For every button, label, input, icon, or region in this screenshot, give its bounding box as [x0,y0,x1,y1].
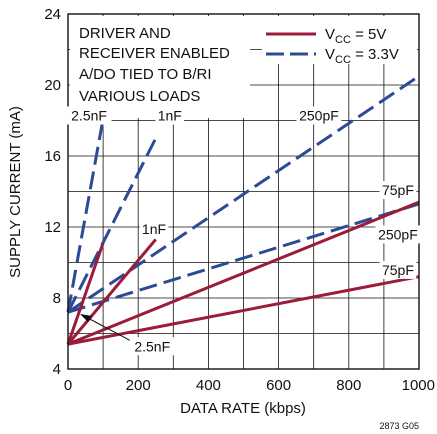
curve-annotation: 250pF [299,108,339,124]
curve-annotation: 2.5nF [134,338,170,354]
series-line-3p3v-2p5nf [66,118,105,313]
figure-code: 2873 G05 [379,421,419,431]
legend-5v-sub: CC [335,34,351,46]
curve-annotation: 1nF [142,221,166,237]
legend-3v3-base: V [325,46,335,63]
legend-3v3-rest: = 3.3V [351,46,399,63]
annotation-background [379,260,417,279]
series-line-5v-250pf [67,200,420,346]
series-line-5v-75pf [67,275,420,346]
legend-5v-base: V [325,26,335,43]
legend-3v3-sub: CC [335,54,351,66]
x-tick-label: 600 [266,377,291,394]
series-line-3p3v-1nf [66,137,158,313]
annotation-background [66,106,112,125]
note-line-1: DRIVER AND [79,25,171,42]
legend-background [262,16,417,64]
curve-annotation: 75pF [382,182,414,198]
x-tick-label: 0 [64,377,72,394]
curve-annotation: 2.5nF [71,108,107,124]
series-line-3p3v-75pf [67,202,420,314]
legend-5v-rest: = 5V [351,26,386,43]
y-axis-label: SUPPLY CURRENT (mA) [7,106,24,278]
y-tick-label: 20 [44,77,61,94]
curve-annotations: 2.5nF 1nF 250pF 1nF 75pF 250pF 75pF 2.5nF [66,106,421,356]
curve-annotation: 250pF [378,226,418,242]
series-line-5v-1nf [66,238,157,346]
legend-label-5v: VCC = 5V [325,26,386,46]
note-line-3: A/DO TIED TO B/RI [79,66,212,83]
y-tick-label: 4 [53,361,61,378]
pointer-arrowhead-2p5nf [80,314,92,322]
x-axis-label: DATA RATE (kbps) [180,400,306,417]
annotation-background [379,181,417,200]
annotation-background [155,106,185,125]
series-lines [66,74,420,346]
annotation-background [296,106,342,125]
annotation-background [129,337,175,356]
annotation-background [375,225,421,244]
y-tick-label: 24 [44,6,61,23]
x-tick-label: 400 [196,377,221,394]
y-tick-label: 12 [44,219,61,236]
annotation-background [139,220,169,239]
y-tick-label: 16 [44,148,61,165]
curve-annotation: 75pF [382,262,414,278]
x-tick-label: 200 [126,377,151,394]
legend-label-3v3: VCC = 3.3V [325,46,399,66]
x-tick-label: 800 [336,377,361,394]
y-tick-labels: 4 8 12 16 20 24 [44,6,61,378]
x-tick-labels: 0 200 400 600 800 1000 [64,377,435,394]
note-line-4: VARIOUS LOADS [79,88,200,105]
series-line-5v-2p5nf [66,242,105,345]
y-tick-label: 8 [53,290,61,307]
series-line-3p3v-250pf [67,74,420,314]
x-tick-label: 1000 [402,377,435,394]
curve-annotation: 1nF [158,108,182,124]
note-line-2: RECEIVER ENABLED [79,45,230,62]
notes-background [70,16,250,118]
plot-area-frame [67,13,420,370]
